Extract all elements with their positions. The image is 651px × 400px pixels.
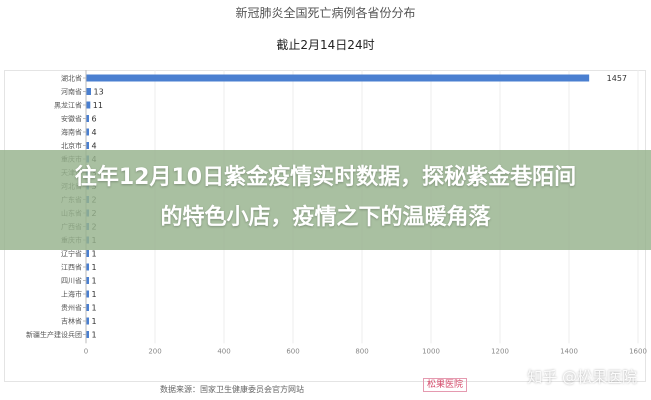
bar: [86, 331, 89, 338]
bar: [86, 128, 89, 136]
source-note: 数据来源：国家卫生健康委员会官方网站: [160, 385, 304, 394]
bar-value-label: 1: [92, 263, 97, 272]
bar: [86, 101, 91, 109]
bar: [86, 304, 89, 311]
category-label: 四川省: [61, 276, 82, 285]
chart-subtitle: 截止2月14日24时: [276, 38, 375, 52]
bar-value-label: 1: [92, 317, 97, 326]
bar-value-label: 1457: [607, 74, 627, 83]
category-label: 新疆生产建设兵团: [26, 330, 82, 339]
headline-line-2: 的特色小店，疫情之下的温暖角落: [160, 205, 491, 230]
bar-value-label: 4: [92, 128, 97, 137]
x-tick-label: 1000: [422, 347, 440, 355]
bar: [86, 115, 89, 122]
bar-value-label: 13: [93, 88, 103, 97]
brand-logo: 松果医院: [423, 378, 468, 392]
category-label: 辽宁省: [61, 249, 82, 258]
category-label: 北京市: [61, 141, 82, 150]
headline-line-1: 往年12月10日紫金疫情实时数据，探秘紫金巷陌间: [74, 165, 577, 190]
bar: [86, 142, 89, 149]
bar-value-label: 6: [92, 115, 97, 124]
x-tick-label: 1600: [629, 347, 647, 355]
bar: [86, 250, 89, 257]
x-tick-label: 200: [148, 347, 161, 355]
category-label: 海南省: [61, 128, 82, 137]
category-label: 贵州省: [61, 303, 82, 312]
x-tick-label: 1200: [491, 347, 509, 355]
bar: [86, 263, 89, 271]
category-label: 黑龙江省: [54, 101, 82, 110]
x-tick-label: 400: [217, 347, 230, 355]
x-tick-label: 0: [84, 347, 88, 355]
bar-value-label: 4: [92, 142, 97, 151]
bar: [86, 74, 590, 82]
bar-value-label: 1: [92, 277, 97, 286]
bar: [86, 290, 89, 298]
bar: [86, 317, 89, 325]
bar-value-label: 1: [92, 331, 97, 340]
x-tick-label: 800: [355, 347, 368, 355]
category-label: 吉林省: [61, 317, 82, 326]
headline-banner: [0, 150, 651, 250]
chart-title: 新冠肺炎全国死亡病例各省份分布: [235, 6, 416, 20]
x-tick-label: 600: [286, 347, 299, 355]
category-label: 河南省: [61, 87, 82, 96]
bar-value-label: 11: [93, 101, 103, 110]
x-tick-label: 1400: [560, 347, 578, 355]
bar-value-label: 1: [92, 304, 97, 313]
bar: [86, 88, 91, 95]
category-label: 湖北省: [61, 74, 82, 83]
bar-value-label: 1: [92, 290, 97, 299]
watermark: 知乎 @松果医院: [527, 368, 637, 386]
category-label: 上海市: [61, 290, 82, 299]
category-label: 江西省: [61, 263, 82, 272]
category-label: 安徽省: [61, 114, 82, 123]
bar-value-label: 1: [92, 250, 97, 259]
bar: [86, 277, 89, 284]
